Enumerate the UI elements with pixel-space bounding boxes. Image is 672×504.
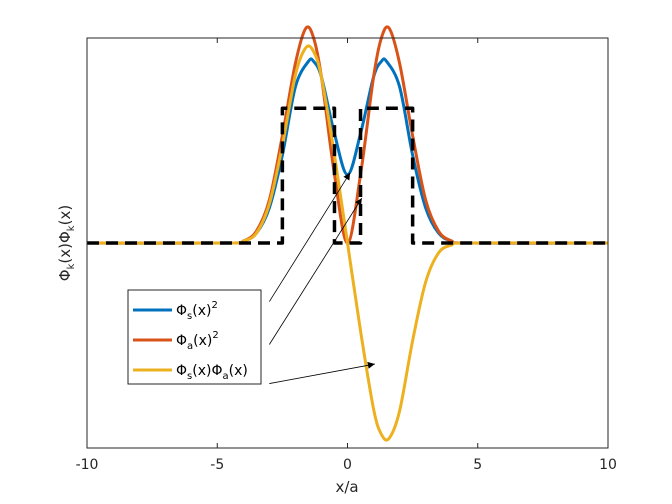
legend: Φs(x)2 Φa(x)2 Φs(x)Φa(x)	[127, 289, 262, 385]
x-axis-label: x/a	[335, 478, 358, 496]
x-tick-label: 10	[599, 457, 617, 473]
legend-box	[127, 289, 262, 385]
legend-label-phi-s-phi-a: Φs(x)Φa(x)	[176, 363, 248, 382]
x-tick-label: 0	[343, 457, 352, 473]
x-tick-label: -5	[210, 457, 224, 473]
annotation-arrows	[269, 172, 375, 384]
legend-label-phi-s-squared: Φs(x)2	[176, 300, 218, 322]
series-line-phi-s-phi-a	[86, 44, 609, 442]
x-ticks: -10 -5 0 5 10	[76, 38, 617, 473]
x-tick-label: -10	[76, 457, 99, 473]
y-axis-label: Φk(x)Φk(x)	[56, 205, 77, 281]
annotation-arrow	[269, 172, 351, 302]
annotation-arrow	[269, 197, 363, 345]
annotation-arrow	[269, 361, 375, 384]
x-tick-label: 5	[473, 457, 482, 473]
legend-label-phi-a-squared: Φa(x)2	[176, 330, 219, 352]
